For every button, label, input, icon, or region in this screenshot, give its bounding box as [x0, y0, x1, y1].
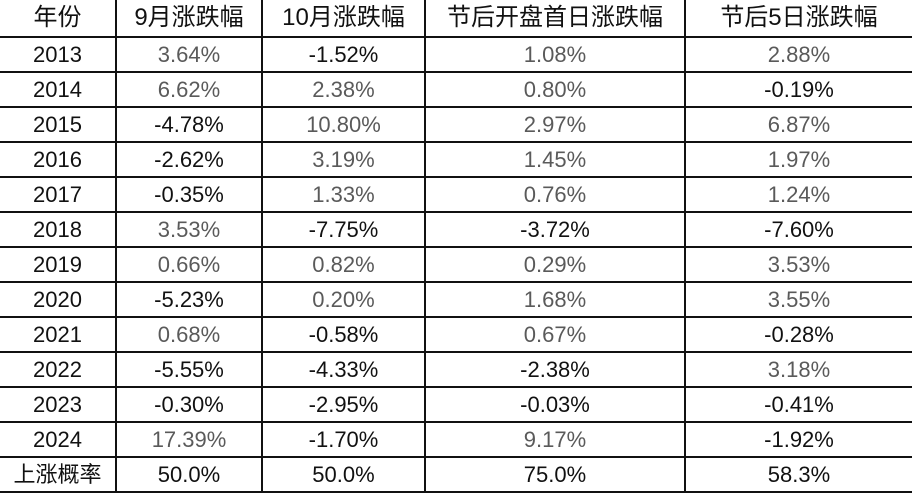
value-cell: 3.53%: [684, 246, 912, 283]
value-cell: 6.87%: [684, 106, 912, 143]
table-row: 2021 0.68% -0.58% 0.67% -0.28%: [0, 316, 912, 353]
value-cell: -2.95%: [261, 386, 426, 423]
column-header: 节后开盘首日涨跌幅: [424, 0, 686, 38]
value-cell: -7.60%: [684, 211, 912, 248]
column-header: 9月涨跌幅: [115, 0, 263, 38]
table-row: 2023 -0.30% -2.95% -0.03% -0.41%: [0, 386, 912, 423]
row-label-cell: 2015: [0, 106, 117, 143]
value-cell: 75.0%: [424, 456, 686, 493]
value-cell: 0.80%: [424, 71, 686, 108]
value-cell: 9.17%: [424, 421, 686, 458]
value-cell: 6.62%: [115, 71, 263, 108]
table-row: 2015 -4.78% 10.80% 2.97% 6.87%: [0, 106, 912, 143]
value-cell: 50.0%: [261, 456, 426, 493]
value-cell: -3.72%: [424, 211, 686, 248]
value-cell: 2.97%: [424, 106, 686, 143]
value-cell: 0.76%: [424, 176, 686, 213]
row-label-cell: 2022: [0, 351, 117, 388]
value-cell: 3.53%: [115, 211, 263, 248]
table-row: 2014 6.62% 2.38% 0.80% -0.19%: [0, 71, 912, 108]
value-cell: -1.70%: [261, 421, 426, 458]
value-cell: 2.88%: [684, 36, 912, 73]
value-cell: -4.78%: [115, 106, 263, 143]
table-row: 2013 3.64% -1.52% 1.08% 2.88%: [0, 36, 912, 73]
row-label-cell: 2018: [0, 211, 117, 248]
table-row: 2022 -5.55% -4.33% -2.38% 3.18%: [0, 351, 912, 388]
value-cell: 1.24%: [684, 176, 912, 213]
value-cell: 58.3%: [684, 456, 912, 493]
value-cell: 0.68%: [115, 316, 263, 353]
table-row: 2020 -5.23% 0.20% 1.68% 3.55%: [0, 281, 912, 318]
row-label-cell: 2013: [0, 36, 117, 73]
table-row: 2017 -0.35% 1.33% 0.76% 1.24%: [0, 176, 912, 213]
value-cell: -0.30%: [115, 386, 263, 423]
value-cell: 0.67%: [424, 316, 686, 353]
value-cell: -2.62%: [115, 141, 263, 178]
value-cell: -0.58%: [261, 316, 426, 353]
value-cell: 1.33%: [261, 176, 426, 213]
value-cell: 1.45%: [424, 141, 686, 178]
value-cell: 0.82%: [261, 246, 426, 283]
row-label-cell: 2024: [0, 421, 117, 458]
row-label-cell: 上涨概率: [0, 456, 117, 493]
value-cell: 1.68%: [424, 281, 686, 318]
value-cell: 2.38%: [261, 71, 426, 108]
column-header: 10月涨跌幅: [261, 0, 426, 38]
value-cell: 1.97%: [684, 141, 912, 178]
header-row: 年份 9月涨跌幅 10月涨跌幅 节后开盘首日涨跌幅 节后5日涨跌幅: [0, 0, 912, 38]
row-label-cell: 2014: [0, 71, 117, 108]
value-cell: 0.20%: [261, 281, 426, 318]
row-label-cell: 2019: [0, 246, 117, 283]
row-label-cell: 2023: [0, 386, 117, 423]
value-cell: -0.35%: [115, 176, 263, 213]
column-header: 节后5日涨跌幅: [684, 0, 912, 38]
table-row: 2019 0.66% 0.82% 0.29% 3.53%: [0, 246, 912, 283]
value-cell: -0.28%: [684, 316, 912, 353]
value-cell: 17.39%: [115, 421, 263, 458]
row-label-cell: 2016: [0, 141, 117, 178]
row-label-cell: 2021: [0, 316, 117, 353]
value-cell: 3.19%: [261, 141, 426, 178]
table-row: 2016 -2.62% 3.19% 1.45% 1.97%: [0, 141, 912, 178]
value-cell: -4.33%: [261, 351, 426, 388]
value-cell: 3.64%: [115, 36, 263, 73]
value-cell: -0.41%: [684, 386, 912, 423]
column-header: 年份: [0, 0, 117, 38]
table-row: 2018 3.53% -7.75% -3.72% -7.60%: [0, 211, 912, 248]
table-row: 2024 17.39% -1.70% 9.17% -1.92%: [0, 421, 912, 458]
summary-row: 上涨概率 50.0% 50.0% 75.0% 58.3%: [0, 456, 912, 493]
value-cell: 1.08%: [424, 36, 686, 73]
value-cell: 50.0%: [115, 456, 263, 493]
value-cell: -0.19%: [684, 71, 912, 108]
value-cell: -5.55%: [115, 351, 263, 388]
value-cell: -7.75%: [261, 211, 426, 248]
value-cell: 3.55%: [684, 281, 912, 318]
row-label-cell: 2017: [0, 176, 117, 213]
value-cell: -0.03%: [424, 386, 686, 423]
value-cell: 0.29%: [424, 246, 686, 283]
row-label-cell: 2020: [0, 281, 117, 318]
value-cell: 10.80%: [261, 106, 426, 143]
value-cell: 0.66%: [115, 246, 263, 283]
value-cell: 3.18%: [684, 351, 912, 388]
value-cell: -2.38%: [424, 351, 686, 388]
value-cell: -1.52%: [261, 36, 426, 73]
value-cell: -1.92%: [684, 421, 912, 458]
value-cell: -5.23%: [115, 281, 263, 318]
